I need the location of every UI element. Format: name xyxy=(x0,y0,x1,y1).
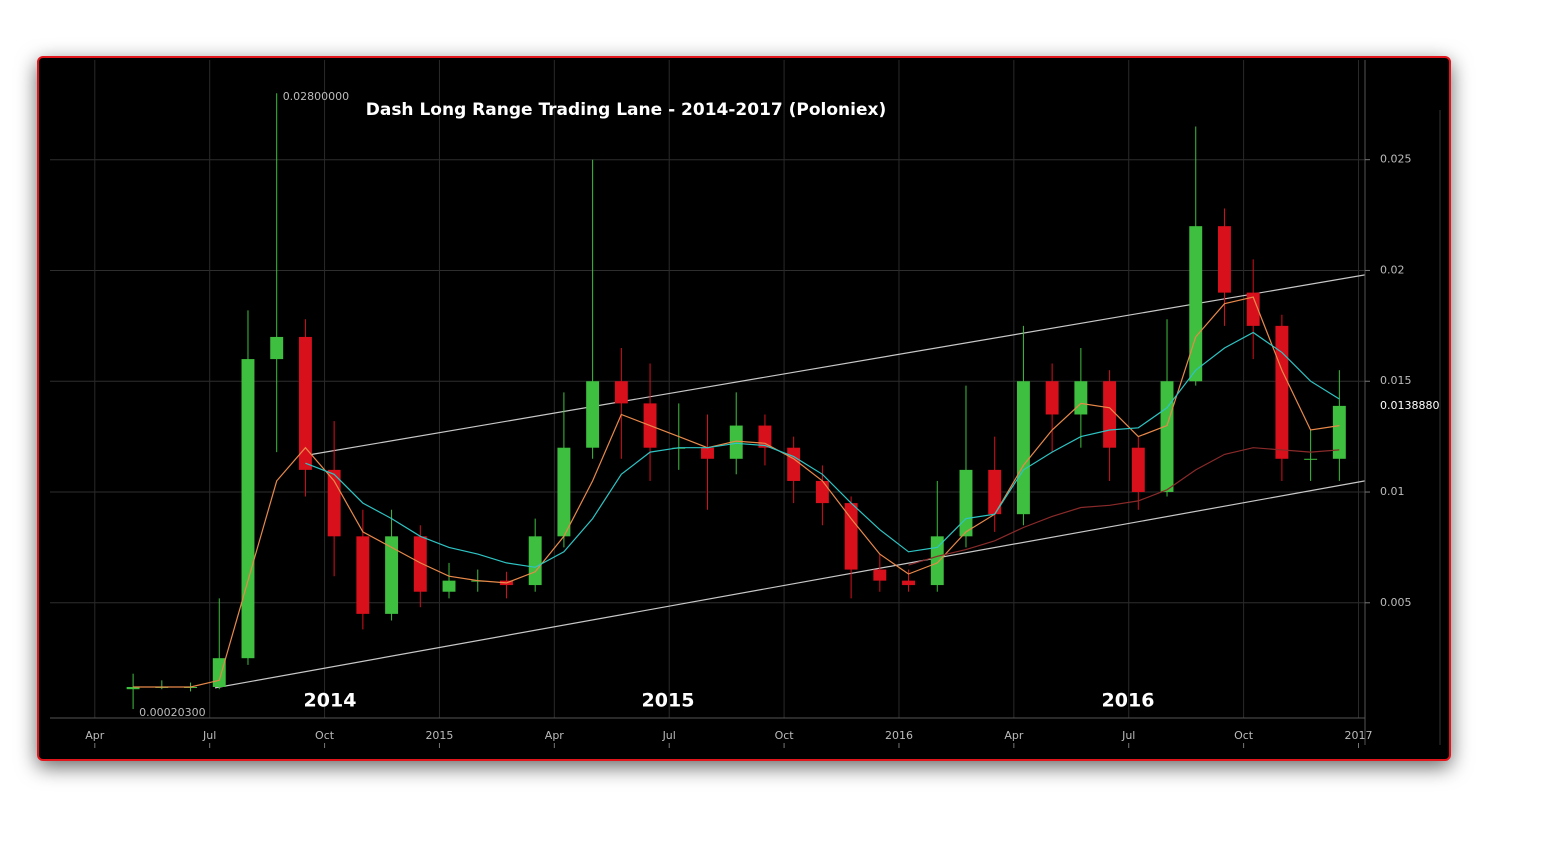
candle-body xyxy=(930,536,944,586)
candle-body xyxy=(1332,405,1346,459)
y-tick-label: 0.015 xyxy=(1380,374,1412,387)
year-label: 2016 xyxy=(1102,690,1155,712)
candle-body xyxy=(557,447,571,537)
candle-body xyxy=(1189,226,1203,382)
plot xyxy=(126,93,1365,710)
candle-body xyxy=(356,536,370,614)
candle-body xyxy=(270,336,284,360)
candle-body xyxy=(844,503,858,570)
high-label: 0.02800000 xyxy=(283,90,349,103)
x-tick-label: Jul xyxy=(202,729,216,742)
axes: 0.005 0.01 0.015 0.02 0.025 Apr Jul Oct 2015 Apr J… xyxy=(50,60,1441,748)
candle-body xyxy=(1246,292,1260,326)
year-label: 2015 xyxy=(642,690,695,712)
candle-body xyxy=(1218,226,1231,293)
candle-body xyxy=(442,580,456,592)
candle-body xyxy=(212,658,226,687)
candle-body xyxy=(413,536,427,592)
x-tick-label: Oct xyxy=(775,729,795,742)
x-tick-label: Jul xyxy=(662,729,676,742)
x-tick-label: Apr xyxy=(545,729,565,742)
x-tick-label: Apr xyxy=(1004,729,1024,742)
moving-average xyxy=(305,331,1340,568)
candle-body xyxy=(873,569,887,581)
candle-body xyxy=(729,425,743,459)
candle-body xyxy=(528,536,542,586)
candle-body xyxy=(385,536,399,614)
candle-body xyxy=(586,381,600,448)
candle-body xyxy=(1016,381,1030,515)
candle-body xyxy=(787,447,801,481)
candle-body xyxy=(1304,458,1318,460)
candle-body xyxy=(241,359,255,659)
last-price-label: 0.0138880 xyxy=(1380,399,1440,412)
candle-body xyxy=(1160,381,1174,493)
x-tick-label: Oct xyxy=(1234,729,1254,742)
x-tick-label: 2016 xyxy=(885,729,913,742)
x-tick-label: 2015 xyxy=(425,729,453,742)
candle-body xyxy=(988,469,1002,515)
y-tick-label: 0.025 xyxy=(1380,153,1412,166)
candle-body xyxy=(902,580,916,586)
x-tick-label: Apr xyxy=(85,729,105,742)
candle-body xyxy=(1074,381,1088,415)
candle-body xyxy=(1045,381,1059,415)
candle-body xyxy=(1103,381,1117,448)
x-tick-label: Jul xyxy=(1121,729,1135,742)
low-label: 0.00020300 xyxy=(139,706,205,719)
candle-body xyxy=(126,686,140,690)
moving-average xyxy=(133,296,1340,688)
candle-body xyxy=(758,425,772,448)
y-tick-label: 0.005 xyxy=(1380,596,1412,609)
moving-average xyxy=(908,447,1340,566)
candle-body xyxy=(1131,447,1145,493)
x-tick-label: 2017 xyxy=(1344,729,1372,742)
candle-body xyxy=(701,447,714,459)
x-tick-label: Oct xyxy=(315,729,335,742)
candle-body xyxy=(298,336,312,470)
candle-body xyxy=(959,469,973,537)
y-tick-label: 0.02 xyxy=(1380,263,1405,276)
trend-line xyxy=(214,480,1365,689)
candle-body xyxy=(327,469,341,537)
y-tick-label: 0.01 xyxy=(1380,485,1405,498)
year-label: 2014 xyxy=(304,690,357,712)
candle-body xyxy=(815,480,829,504)
chart-title: Dash Long Range Trading Lane - 2014-2017… xyxy=(366,100,887,120)
candle-body xyxy=(1275,325,1289,459)
candle-body xyxy=(614,381,628,404)
